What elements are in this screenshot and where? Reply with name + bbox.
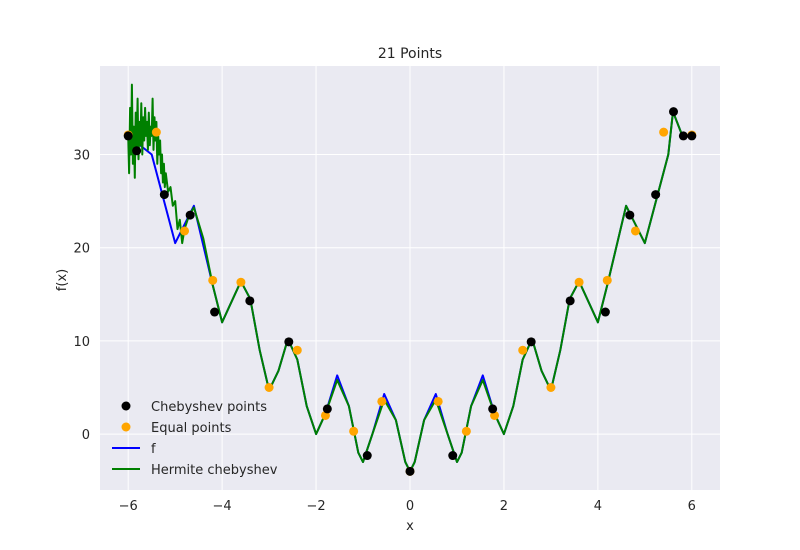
equal-point	[461, 426, 471, 436]
chebyshev-point	[625, 210, 635, 220]
legend-label: Equal points	[151, 421, 232, 436]
chebyshev-point	[123, 131, 133, 141]
equal-point	[180, 226, 190, 236]
chebyshev-point	[210, 307, 220, 317]
x-tick-label: −2	[306, 499, 325, 514]
equal-point	[377, 396, 387, 406]
chebyshev-point	[159, 190, 169, 200]
chebyshev-point	[488, 404, 498, 414]
chebyshev-point	[651, 190, 661, 200]
chart-title: 21 Points	[378, 46, 442, 62]
x-tick-label: 0	[406, 499, 414, 514]
x-tick-label: 4	[594, 499, 602, 514]
chebyshev-point	[362, 451, 372, 461]
axis-ticks: −6 −4 −2 0 2 4 6 0 10 20 30	[73, 149, 696, 514]
equal-point	[602, 275, 612, 285]
y-tick-label: 0	[82, 428, 90, 443]
x-tick-label: −6	[119, 499, 138, 514]
chebyshev-point	[687, 131, 697, 141]
x-axis-label: x	[406, 519, 414, 534]
chebyshev-point	[448, 451, 458, 461]
equal-point	[433, 396, 443, 406]
equal-point	[518, 345, 528, 355]
equal-point	[151, 127, 161, 137]
chebyshev-point	[565, 296, 575, 306]
chebyshev-point	[678, 131, 688, 141]
equal-point	[349, 426, 359, 436]
equal-point	[264, 382, 274, 392]
legend-label: f	[151, 442, 156, 457]
y-axis-label: f(x)	[55, 269, 70, 291]
equal-point	[292, 345, 302, 355]
chebyshev-point	[526, 337, 536, 347]
x-tick-label: 2	[500, 499, 508, 514]
chebyshev-point	[405, 466, 415, 476]
chebyshev-point	[245, 296, 255, 306]
equal-point	[574, 277, 584, 287]
chebyshev-point	[132, 146, 142, 156]
y-tick-label: 30	[73, 149, 90, 164]
equal-point	[546, 382, 556, 392]
legend-label: Chebyshev points	[151, 400, 267, 415]
y-tick-label: 20	[73, 242, 90, 257]
y-tick-label: 10	[73, 335, 90, 350]
legend: Chebyshev points Equal points f Hermite che…	[112, 400, 278, 478]
x-tick-label: −4	[213, 499, 232, 514]
legend-swatch-marker	[121, 401, 131, 411]
legend-swatch-marker	[121, 422, 131, 432]
chebyshev-point	[284, 337, 294, 347]
chebyshev-point	[322, 404, 332, 414]
chebyshev-point	[600, 307, 610, 317]
equal-point	[208, 275, 218, 285]
equal-point	[236, 277, 246, 287]
series-layer	[123, 83, 697, 476]
x-tick-label: 6	[688, 499, 696, 514]
legend-label: Hermite chebyshev	[151, 463, 278, 478]
equal-point	[630, 226, 640, 236]
equal-point	[659, 127, 669, 137]
chebyshev-point	[669, 107, 678, 117]
chebyshev-point	[185, 210, 195, 220]
